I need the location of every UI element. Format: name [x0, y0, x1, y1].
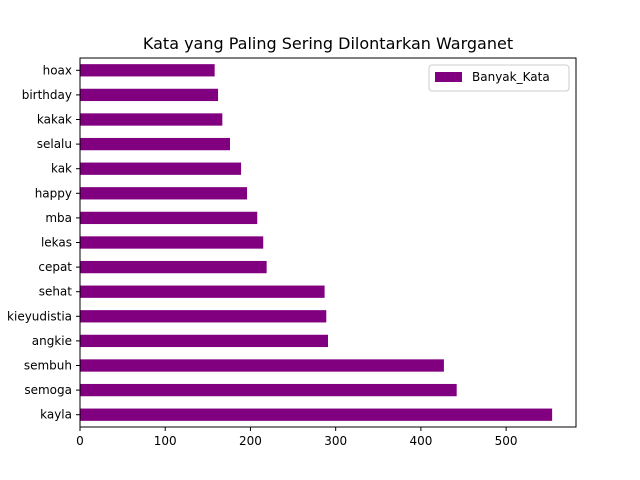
y-tick-label: kakak — [37, 113, 72, 127]
bar-birthday — [80, 88, 219, 102]
x-tick-label: 300 — [324, 434, 347, 448]
bar-angkie — [80, 334, 328, 348]
y-tick-label: lekas — [41, 236, 72, 250]
y-tick-label: angkie — [32, 334, 72, 348]
y-tick-label: sembuh — [24, 359, 72, 373]
y-axis-ticks: kayla semoga sembuh angkie kieyudistia sehat c… — [7, 63, 80, 422]
bar-lekas — [80, 236, 264, 249]
y-tick-label: happy — [35, 186, 72, 200]
x-tick-label: 200 — [239, 434, 262, 448]
bar-sehat — [80, 285, 325, 298]
bars-group — [80, 64, 553, 421]
bar-kakak — [80, 113, 223, 126]
plot-frame — [79, 57, 577, 428]
legend-label: Banyak_Kata — [472, 70, 550, 84]
bar-cepat — [80, 260, 267, 274]
y-tick-label: cepat — [38, 260, 72, 274]
bar-kayla — [80, 408, 553, 421]
x-tick-label: 500 — [495, 434, 518, 448]
bar-mba — [80, 211, 258, 225]
x-tick-label: 400 — [409, 434, 432, 448]
legend-swatch — [435, 72, 462, 82]
y-tick-label: sehat — [39, 285, 73, 299]
x-axis-ticks: 0 100 200 300 400 500 — [76, 427, 518, 448]
y-tick-label: selalu — [37, 137, 72, 151]
y-tick-label: kayla — [40, 408, 72, 422]
y-tick-label: mba — [45, 211, 72, 225]
bar-sembuh — [80, 359, 444, 372]
x-tick-label: 100 — [154, 434, 177, 448]
bar-semoga — [80, 383, 457, 397]
y-tick-label: kak — [51, 162, 72, 176]
bar-kak — [80, 162, 242, 175]
legend-box — [428, 64, 570, 92]
bar-selalu — [80, 137, 230, 151]
bar-hoax — [80, 64, 215, 77]
x-tick-label: 0 — [76, 434, 84, 448]
y-tick-label: kieyudistia — [7, 309, 72, 323]
chart-title: Kata yang Paling Sering Dilontarkan Warg… — [143, 34, 513, 53]
legend: Banyak_Kata — [428, 64, 570, 92]
y-tick-label: hoax — [43, 63, 72, 77]
y-tick-label: semoga — [24, 383, 72, 397]
bar-happy — [80, 187, 248, 200]
y-tick-label: birthday — [22, 88, 72, 102]
bar-kieyudistia — [80, 310, 327, 323]
